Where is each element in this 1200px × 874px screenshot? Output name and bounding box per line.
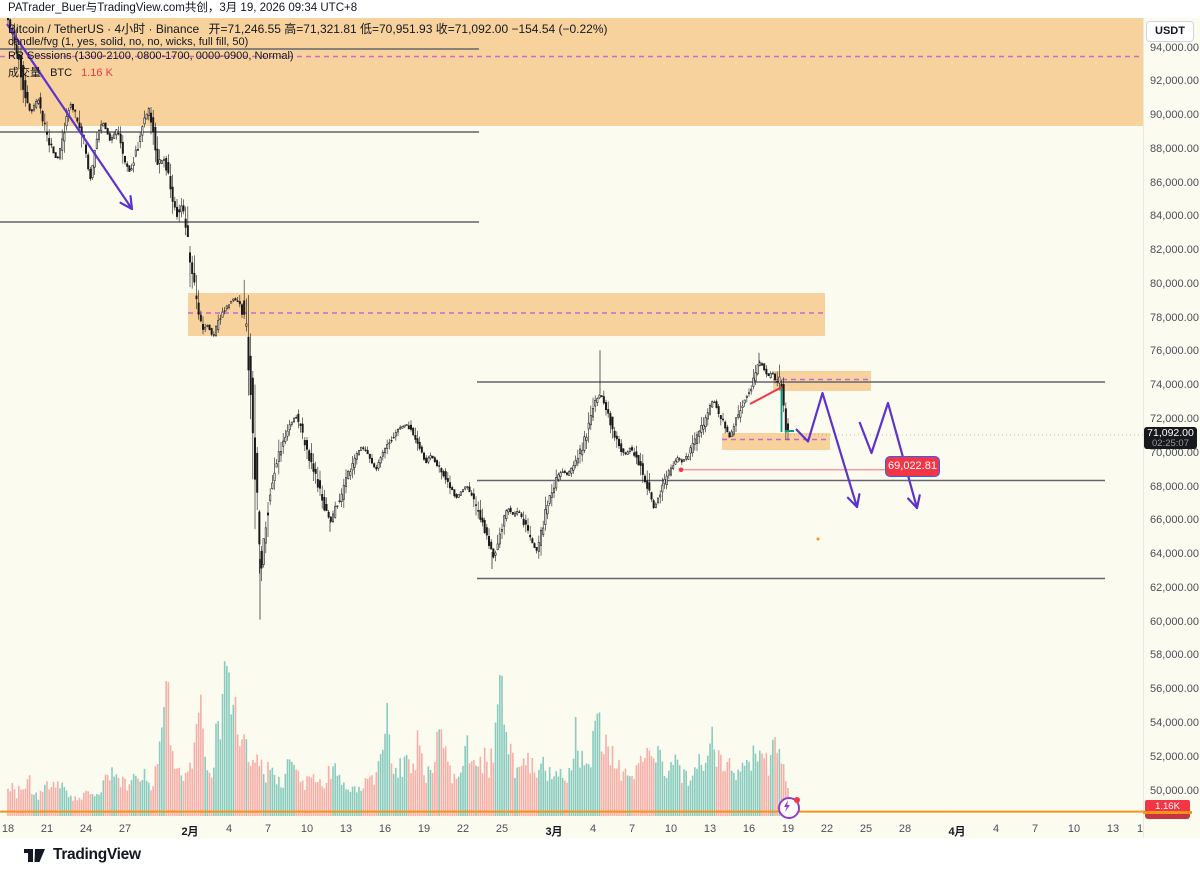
clipped-session-label <box>1145 813 1190 819</box>
axis-divider <box>1143 18 1144 838</box>
price-tick-label: 80,000.00 <box>1150 277 1199 290</box>
price-tick-label: 70,000.00 <box>1150 446 1199 459</box>
date-tick-label: 25 <box>495 823 509 835</box>
date-tick-label: 10 <box>664 823 678 835</box>
chart-background <box>0 18 1200 838</box>
volume-symbol: BTC <box>50 67 73 79</box>
legend-indicator-rr-sessions[interactable]: RR Sessions (1300-2100, 0800-1700, 0000-… <box>8 50 294 62</box>
volume-axis-badge: 1.16K <box>1145 800 1190 813</box>
lightning-icon <box>784 800 790 812</box>
price-tick-label: 54,000.00 <box>1150 716 1199 729</box>
legend-volume-row[interactable]: 成交量 BTC 1.16 K <box>8 64 113 80</box>
date-tick-label: 28 <box>898 823 912 835</box>
date-tick-label: 3月 <box>545 826 563 838</box>
date-tick-label: 4 <box>992 823 1000 835</box>
price-tick-label: 52,000.00 <box>1150 750 1199 763</box>
last-price-badge: 71,092.00 02:25:07 <box>1144 427 1197 449</box>
date-tick-label: 10 <box>1067 823 1081 835</box>
indicator1-label: candle/fvg (1, yes, solid, no, no, wicks… <box>8 36 249 48</box>
date-tick-label: 7 <box>264 823 272 835</box>
price-tick-label: 78,000.00 <box>1150 311 1199 324</box>
volume-layer <box>0 661 1190 816</box>
date-tick-label: 2月 <box>181 826 199 838</box>
date-axis[interactable]: 18 21 24 27 2月 4 7 10 13 16 19 22 25 3月 4 7 10 13 16 19 22 25… <box>0 820 1143 838</box>
volume-value: 1.16 K <box>81 67 113 79</box>
date-tick-label: 18 <box>1 823 15 835</box>
legend-symbol-row[interactable]: Bitcoin / TetherUS · 4小时 · Binance 开=71,… <box>8 20 608 37</box>
tradingview-logo-text: TradingView <box>53 845 141 863</box>
price-tick-label: 82,000.00 <box>1150 244 1199 257</box>
bar-countdown: 02:25:07 <box>1152 438 1189 449</box>
attribution-bar: PATrader_Buer与TradingView.com共创，3月 19, 2… <box>0 0 1200 18</box>
volume-label: 成交量 <box>8 67 41 79</box>
date-tick-label: 10 <box>300 823 314 835</box>
price-axis[interactable]: USDT 94,000.00 92,000.00 90,000.00 88,000.0… <box>1143 18 1200 820</box>
date-tick-label: 7 <box>1031 823 1039 835</box>
chart-canvas[interactable] <box>0 0 1200 838</box>
price-tick-label: 90,000.00 <box>1150 109 1199 122</box>
date-tick-label: 7 <box>628 823 636 835</box>
date-tick-label: 4 <box>225 823 233 835</box>
indicator2-label: RR Sessions (1300-2100, 0800-1700, 0000-… <box>8 50 294 62</box>
tradingview-logo-icon <box>24 849 45 862</box>
price-tick-label: 72,000.00 <box>1150 413 1199 425</box>
legend-indicator-candle-fvg[interactable]: candle/fvg (1, yes, solid, no, no, wicks… <box>8 36 248 48</box>
price-tick-label: 68,000.00 <box>1150 480 1199 493</box>
attribution-text: PATrader_Buer与TradingView.com共创，3月 19, 2… <box>8 2 358 14</box>
price-level-label[interactable]: 69,022.81 <box>885 456 940 477</box>
price-tick-label: 62,000.00 <box>1150 581 1199 594</box>
date-tick-label: 19 <box>417 823 431 835</box>
bottom-bar: TradingView <box>0 838 1200 874</box>
date-tick-label: 1 <box>1136 823 1143 835</box>
ohlc-values: 开=71,246.55 高=71,321.81 低=70,951.93 收=71… <box>208 22 608 36</box>
replay-scrub-button[interactable] <box>778 797 800 819</box>
tradingview-logo[interactable]: TradingView <box>24 845 141 864</box>
price-tick-label: 94,000.00 <box>1150 41 1199 54</box>
symbol-title: Bitcoin / TetherUS · 4小时 · Binance <box>8 22 200 36</box>
date-tick-label: 21 <box>40 823 54 835</box>
candlesticks-layer <box>7 15 790 620</box>
price-tick-label: 84,000.00 <box>1150 210 1199 223</box>
price-tick-label: 64,000.00 <box>1150 548 1199 561</box>
session-line-axis-segment <box>1143 811 1192 814</box>
price-tick-label: 50,000.00 <box>1150 784 1199 797</box>
price-tick-label: 92,000.00 <box>1150 75 1199 88</box>
price-tick-label: 58,000.00 <box>1150 649 1199 662</box>
price-tick-label: 60,000.00 <box>1150 615 1199 628</box>
price-tick-label: 76,000.00 <box>1150 345 1199 358</box>
price-tick-label: 88,000.00 <box>1150 142 1199 155</box>
date-tick-label: 4月 <box>948 826 966 838</box>
date-tick-label: 4 <box>589 823 597 835</box>
date-tick-label: 13 <box>339 823 353 835</box>
date-tick-label: 22 <box>456 823 470 835</box>
date-tick-label: 25 <box>859 823 873 835</box>
price-tick-label: 66,000.00 <box>1150 514 1199 527</box>
fvg-zones-layer <box>0 17 1143 451</box>
date-tick-label: 24 <box>79 823 93 835</box>
date-tick-label: 19 <box>781 823 795 835</box>
price-tick-label: 86,000.00 <box>1150 176 1199 189</box>
price-tick-label: 74,000.00 <box>1150 379 1199 392</box>
currency-toggle-button[interactable]: USDT <box>1146 21 1194 42</box>
drawings-layer[interactable] <box>6 23 921 541</box>
notification-dot <box>794 797 800 803</box>
date-tick-label: 16 <box>378 823 392 835</box>
last-price-value: 71,092.00 <box>1147 427 1194 439</box>
date-tick-label: 13 <box>703 823 717 835</box>
date-tick-label: 22 <box>820 823 834 835</box>
date-tick-label: 27 <box>118 823 132 835</box>
date-tick-label: 13 <box>1106 823 1120 835</box>
price-tick-label: 56,000.00 <box>1150 683 1199 696</box>
date-tick-label: 16 <box>742 823 756 835</box>
